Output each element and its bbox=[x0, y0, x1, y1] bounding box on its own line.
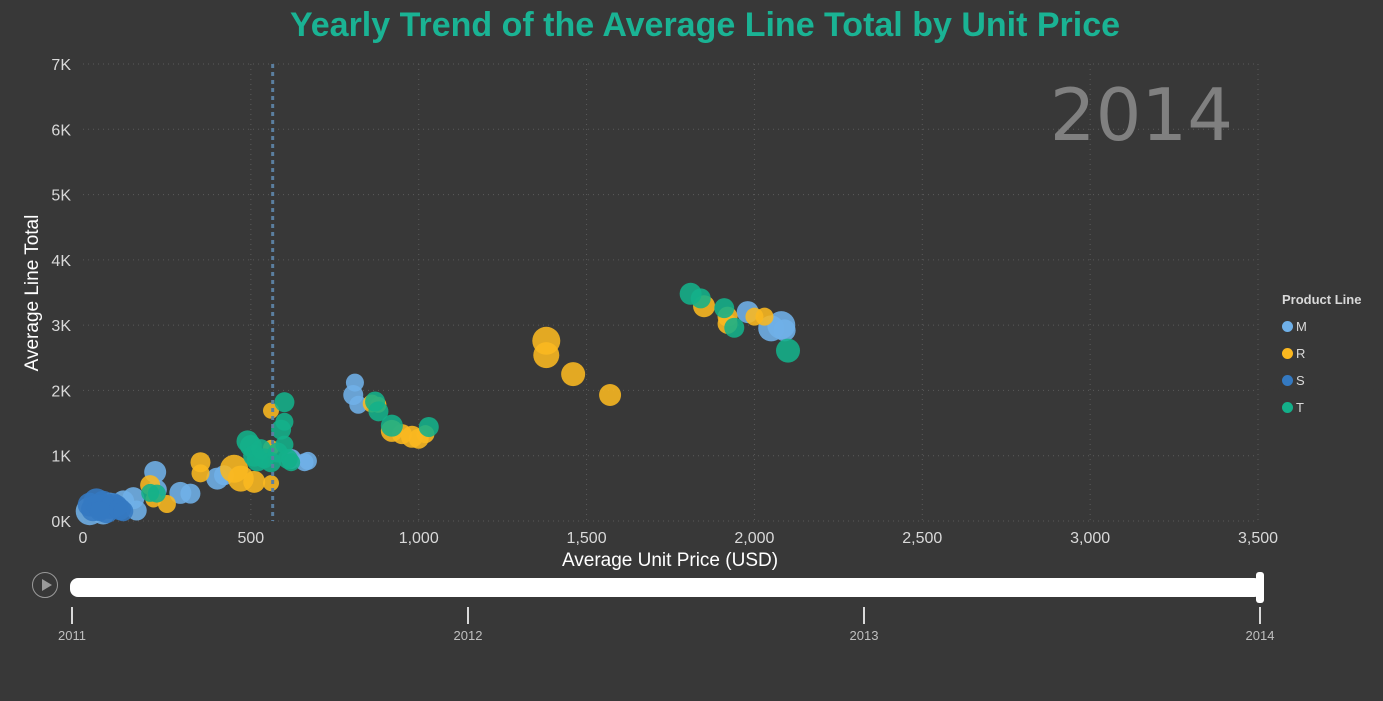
data-point-t[interactable] bbox=[274, 392, 295, 413]
x-tick-label: 0 bbox=[79, 530, 88, 547]
data-point-m[interactable] bbox=[349, 395, 368, 414]
legend-dot-t bbox=[1282, 402, 1293, 413]
x-tick-label: 1,500 bbox=[567, 530, 607, 547]
y-tick-label: 3K bbox=[51, 318, 71, 335]
data-point-t[interactable] bbox=[275, 412, 294, 431]
data-point-r[interactable] bbox=[243, 470, 266, 493]
legend-label-m: M bbox=[1296, 319, 1307, 334]
x-tick-label: 2,500 bbox=[902, 530, 942, 547]
data-point-t[interactable] bbox=[690, 288, 711, 309]
data-point-r[interactable] bbox=[533, 342, 560, 369]
legend-item-r[interactable]: R bbox=[1282, 340, 1361, 367]
legend-title: Product Line bbox=[1282, 292, 1362, 307]
x-tick-label: 2,000 bbox=[734, 530, 774, 547]
data-point-s[interactable] bbox=[113, 501, 134, 522]
legend-dot-r bbox=[1282, 348, 1293, 359]
year-watermark: 2014 bbox=[1050, 73, 1233, 157]
legend-label-s: S bbox=[1296, 373, 1305, 388]
x-axis-title: Average Unit Price (USD) bbox=[562, 550, 778, 571]
data-point-r[interactable] bbox=[263, 402, 279, 419]
data-point-t[interactable] bbox=[380, 414, 403, 437]
y-tick-label: 7K bbox=[51, 57, 71, 74]
data-point-r[interactable] bbox=[561, 362, 586, 387]
legend-item-m[interactable]: M bbox=[1282, 313, 1361, 340]
timeline-tick-2014 bbox=[1259, 607, 1261, 624]
data-point-s[interactable] bbox=[89, 501, 110, 522]
x-tick-label: 3,000 bbox=[1070, 530, 1110, 547]
timeline-slider-handle[interactable] bbox=[1256, 572, 1264, 603]
data-point-r[interactable] bbox=[599, 383, 622, 406]
chart-title: Yearly Trend of the Average Line Total b… bbox=[289, 6, 1121, 44]
data-point-r[interactable] bbox=[755, 307, 774, 326]
timeline-label-2012[interactable]: 2012 bbox=[453, 628, 483, 643]
timeline-slider-track[interactable] bbox=[70, 578, 1262, 597]
y-axis-title: Average Line Total bbox=[22, 215, 43, 372]
x-tick-label: 1,000 bbox=[399, 530, 439, 547]
timeline-tick-2013 bbox=[863, 607, 865, 624]
data-point-t[interactable] bbox=[724, 317, 745, 338]
y-tick-label: 0K bbox=[51, 514, 71, 531]
legend-label-t: T bbox=[1296, 400, 1304, 415]
data-point-t[interactable] bbox=[147, 484, 166, 503]
data-point-m[interactable] bbox=[180, 483, 201, 504]
legend-dot-m bbox=[1282, 321, 1293, 332]
play-button[interactable] bbox=[32, 572, 58, 598]
x-tick-label: 500 bbox=[238, 530, 265, 547]
data-point-t[interactable] bbox=[368, 401, 389, 422]
legend: Product Line M R S T bbox=[1282, 292, 1361, 421]
data-point-m[interactable] bbox=[773, 319, 796, 342]
x-tick-label: 3,500 bbox=[1238, 530, 1278, 547]
data-point-t[interactable] bbox=[776, 338, 800, 363]
legend-item-s[interactable]: S bbox=[1282, 367, 1361, 394]
data-point-t[interactable] bbox=[418, 416, 439, 437]
data-point-r[interactable] bbox=[263, 475, 279, 492]
data-point-m[interactable] bbox=[298, 451, 317, 470]
timeline-tick-2012 bbox=[467, 607, 469, 624]
data-points bbox=[75, 282, 800, 526]
legend-dot-s bbox=[1282, 375, 1293, 386]
y-tick-label: 1K bbox=[51, 449, 71, 466]
y-axis-ticks: 0K 1K 2K 3K 4K 5K 6K 7K bbox=[51, 57, 71, 531]
timeline-label-2011[interactable]: 2011 bbox=[58, 628, 86, 643]
y-tick-label: 5K bbox=[51, 188, 71, 205]
legend-label-r: R bbox=[1296, 346, 1306, 361]
legend-item-t[interactable]: T bbox=[1282, 394, 1361, 421]
timeline-label-2013[interactable]: 2013 bbox=[849, 628, 879, 643]
timeline-tick-2011 bbox=[71, 607, 73, 624]
data-point-t[interactable] bbox=[714, 298, 735, 319]
y-tick-label: 2K bbox=[51, 383, 71, 400]
x-axis-ticks: 0 500 1,000 1,500 2,000 2,500 3,000 3,500 bbox=[79, 530, 1279, 547]
timeline-label-2014[interactable]: 2014 bbox=[1245, 628, 1275, 643]
y-tick-label: 4K bbox=[51, 253, 71, 270]
play-icon bbox=[42, 579, 52, 591]
data-point-r[interactable] bbox=[191, 464, 210, 483]
data-point-t[interactable] bbox=[282, 453, 301, 472]
y-tick-label: 6K bbox=[51, 122, 71, 139]
